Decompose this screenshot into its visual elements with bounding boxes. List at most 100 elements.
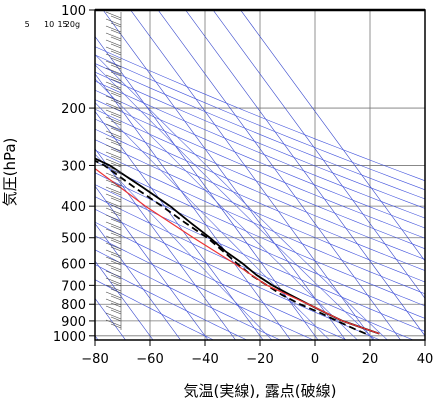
dry-adiabat-line: [95, 235, 314, 340]
wind-barb: [105, 193, 122, 201]
mixing-ratio-line: [95, 153, 273, 340]
wind-barb: [110, 71, 122, 77]
x-tick-label: 20: [362, 352, 379, 367]
dry-adiabat-line: [95, 46, 425, 182]
isotherm-line: [102, 10, 346, 340]
wind-barb: [105, 39, 122, 47]
wind-barb: [110, 323, 122, 329]
wind-barb: [110, 295, 122, 301]
wind-barb: [105, 298, 122, 306]
wind-barb: [105, 284, 122, 292]
wind-barb: [110, 85, 122, 91]
wind-barb: [110, 302, 122, 308]
wind-barb: [105, 18, 122, 26]
wind-barb: [105, 249, 122, 257]
wind-barb: [110, 15, 122, 21]
wind-barb: [105, 46, 122, 54]
mixing-ratio-label: 20g: [65, 20, 80, 29]
y-tick-label: 600: [61, 258, 86, 273]
wind-barb: [105, 242, 122, 250]
dry-adiabat-line: [95, 172, 425, 319]
isotherm-line: [157, 10, 401, 340]
wind-barb: [105, 81, 122, 89]
wind-barb: [110, 57, 122, 63]
wind-barb: [110, 211, 122, 217]
wind-barb: [110, 43, 122, 49]
dry-adiabat-line: [95, 89, 425, 229]
wind-barb: [110, 281, 122, 287]
wind-barb: [105, 109, 122, 117]
wind-barb: [110, 155, 122, 161]
wind-barb: [105, 256, 122, 264]
wind-barb: [105, 305, 122, 313]
wind-barb: [110, 141, 122, 147]
wind-barb: [105, 221, 122, 229]
isotherm-line: [185, 10, 425, 337]
dry-adiabat-line: [95, 196, 414, 340]
wind-barb: [105, 53, 122, 61]
mixing-ratio-label: 15: [57, 20, 67, 29]
dry-adiabat-line: [95, 99, 425, 239]
wind-barb: [110, 218, 122, 224]
x-tick-label: −40: [191, 352, 218, 367]
isotherm-line: [95, 185, 209, 340]
wind-barb: [105, 172, 122, 180]
wind-barb: [105, 312, 122, 320]
wind-barb: [110, 50, 122, 56]
wind-barb: [105, 319, 122, 327]
wind-barb: [105, 186, 122, 194]
wind-barb: [110, 36, 122, 42]
y-tick-label: 700: [61, 279, 86, 294]
isotherm-line: [95, 260, 154, 340]
y-tick-label: 400: [61, 200, 86, 215]
wind-barb: [105, 235, 122, 243]
wind-barb: [105, 228, 122, 236]
wind-barb: [110, 113, 122, 119]
wind-barb: [105, 144, 122, 152]
dry-adiabat-line: [95, 54, 425, 191]
dry-adiabat-line: [95, 264, 247, 340]
mixing-ratio-line: [95, 54, 388, 340]
wind-barb: [110, 162, 122, 168]
wind-barb: [105, 88, 122, 96]
x-tick-label: −80: [81, 352, 108, 367]
wind-barb: [110, 204, 122, 210]
wind-barb: [110, 99, 122, 105]
wind-barb: [110, 239, 122, 245]
x-tick-label: 40: [417, 352, 434, 367]
dewpoint-line: [95, 159, 367, 335]
wind-barb: [110, 148, 122, 154]
wind-barb: [105, 74, 122, 82]
isotherm-line: [0, 10, 16, 340]
dry-adiabat-line: [95, 71, 425, 209]
wind-barb: [110, 267, 122, 273]
wind-barb: [105, 277, 122, 285]
wind-barb: [110, 64, 122, 70]
isotherm-line: [95, 148, 236, 340]
wind-barb: [105, 270, 122, 278]
wind-barb: [110, 246, 122, 252]
y-tick-label: 200: [61, 102, 86, 117]
wind-barb: [105, 116, 122, 124]
mixing-ratio-line: [95, 78, 358, 340]
wind-barb: [110, 127, 122, 133]
dry-adiabat-line: [95, 249, 281, 340]
isotherm-line: [95, 110, 264, 340]
dry-adiabat-line: [95, 63, 425, 200]
mixing-ratio-label: 10: [44, 20, 54, 29]
wind-barb: [105, 200, 122, 208]
wind-barb: [110, 22, 122, 28]
isotherm-line: [0, 10, 71, 340]
mixing-ratio-label: 5: [25, 20, 30, 29]
wind-barb: [110, 190, 122, 196]
wind-barb: [110, 183, 122, 189]
wind-barb: [105, 11, 122, 19]
wind-barb: [105, 291, 122, 299]
x-tick-label: −60: [136, 352, 163, 367]
wind-barb: [105, 207, 122, 215]
wind-barb: [110, 78, 122, 84]
wind-barb: [110, 106, 122, 112]
dry-adiabat-line: [95, 139, 425, 283]
